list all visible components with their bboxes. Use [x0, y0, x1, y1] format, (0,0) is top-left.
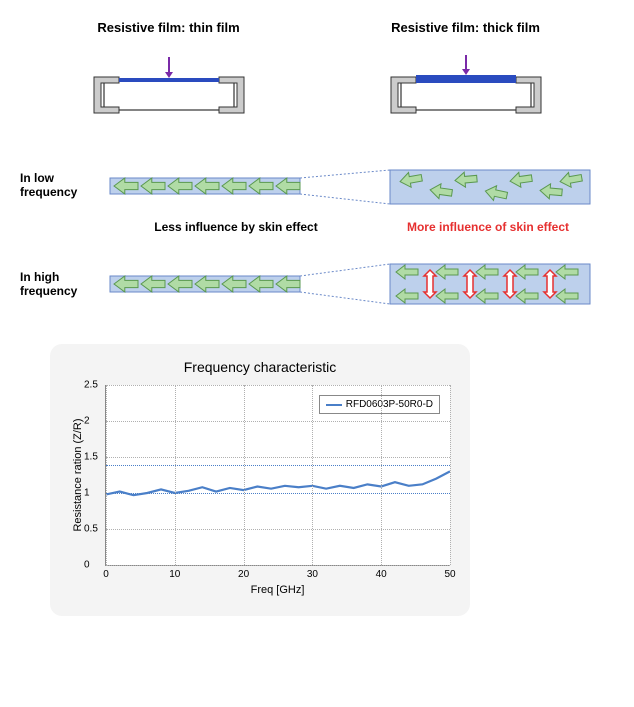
y-tick: 1.5 — [84, 452, 98, 463]
x-tick: 30 — [307, 569, 318, 580]
thin-caption: Less influence by skin effect — [136, 220, 336, 234]
x-tick: 20 — [238, 569, 249, 580]
caption-row: Less influence by skin effect More influ… — [110, 220, 614, 234]
thin-film-svg — [79, 45, 259, 125]
thick-film-block: Resistive film: thick film — [356, 20, 576, 130]
x-tick: 10 — [169, 569, 180, 580]
y-tick: 1 — [84, 488, 90, 499]
chart-title: Frequency characteristic — [70, 359, 450, 375]
y-tick: 0.5 — [84, 524, 98, 535]
thick-film-title: Resistive film: thick film — [356, 20, 576, 35]
thick-film-svg — [376, 45, 556, 125]
y-tick: 0 — [84, 560, 90, 571]
y-axis-label: Resistance ration (Z/R) — [72, 419, 84, 532]
x-tick: 40 — [376, 569, 387, 580]
chart-card: Frequency characteristic Resistance rati… — [50, 344, 470, 616]
thin-film-block: Resistive film: thin film — [59, 20, 279, 130]
high-freq-row: In high frequency — [20, 254, 614, 314]
y-tick: 2.5 — [84, 380, 98, 391]
x-tick: 50 — [444, 569, 455, 580]
thin-film-title: Resistive film: thin film — [59, 20, 279, 35]
low-freq-label: In low frequency — [20, 171, 100, 200]
high-freq-label: In high frequency — [20, 270, 100, 299]
y-tick: 2 — [84, 416, 90, 427]
film-diagram-row: Resistive film: thin film Resistive film… — [20, 20, 614, 130]
x-axis-label: Freq [GHz] — [105, 584, 450, 596]
chart-line-svg — [106, 385, 450, 565]
high-freq-strips — [100, 254, 600, 314]
low-freq-strips — [100, 160, 600, 210]
thick-caption: More influence of skin effect — [388, 220, 588, 234]
x-tick: 0 — [103, 569, 109, 580]
low-freq-row: In low frequency — [20, 160, 614, 210]
chart-plot-area: Resistance ration (Z/R) RFD0603P-50R0-D … — [105, 385, 450, 566]
